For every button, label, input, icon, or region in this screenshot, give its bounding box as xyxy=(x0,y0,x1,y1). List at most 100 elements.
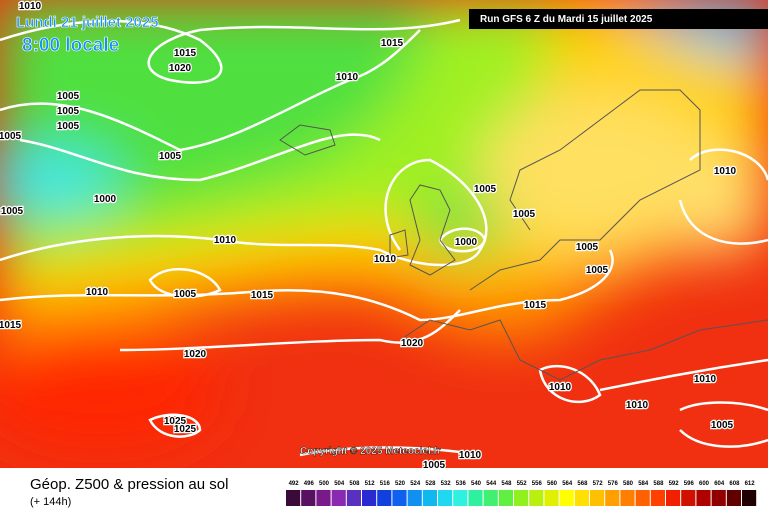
isobar-labels: 1010 1015 1020 1005 1005 1005 1005 1005 1000 1005… xyxy=(0,0,738,472)
isobar-label: 1025 xyxy=(174,424,197,435)
color-scale: 492 496 500 504 508 512 516 520 524 528 532 536 540 5… xyxy=(286,481,757,506)
scale-label: 564 xyxy=(562,481,573,487)
scale-label: 600 xyxy=(699,481,710,487)
scale-swatch xyxy=(377,490,392,506)
scale-label: 516 xyxy=(380,481,391,487)
scale-swatch xyxy=(620,490,635,506)
scale-label: 504 xyxy=(334,481,345,487)
scale-label: 548 xyxy=(501,481,512,487)
scale-swatch xyxy=(529,490,544,506)
isobar-label: 1015 xyxy=(174,48,197,59)
isobar-label: 1010 xyxy=(374,254,397,265)
scale-label: 524 xyxy=(410,481,421,487)
scale-swatch xyxy=(453,490,468,506)
scale-swatch xyxy=(559,490,574,506)
scale-label: 584 xyxy=(638,481,649,487)
isobar-label: 1005 xyxy=(711,420,734,431)
scale-label: 560 xyxy=(547,481,558,487)
scale-label: 572 xyxy=(593,481,604,487)
isobar-label: 1005 xyxy=(57,91,80,102)
isobar-label: 1000 xyxy=(455,237,478,248)
scale-swatch xyxy=(650,490,665,506)
scale-swatch xyxy=(331,490,346,506)
scale-swatch xyxy=(742,490,757,506)
scale-swatch xyxy=(635,490,650,506)
isobar-label: 1005 xyxy=(174,289,197,300)
isobar-label: 1005 xyxy=(57,106,80,117)
isobar-label: 1015 xyxy=(524,300,547,311)
scale-swatch xyxy=(301,490,316,506)
scale-label: 528 xyxy=(425,481,436,487)
isobar-label: 1020 xyxy=(184,349,207,360)
scale-label: 556 xyxy=(532,481,543,487)
scale-swatch xyxy=(590,490,605,506)
scale-label: 588 xyxy=(653,481,664,487)
isobar-label: 1015 xyxy=(251,290,274,301)
isobar-label: 1010 xyxy=(86,287,109,298)
isobar-label: 1010 xyxy=(19,1,42,12)
scale-swatch xyxy=(681,490,696,506)
isobar-label: 1000 xyxy=(94,194,117,205)
isobar-label: 1010 xyxy=(694,374,717,385)
date: Lundi 21 juillet 2025 xyxy=(16,14,159,31)
copyright: Copyright © 2025 Meteociel.fr xyxy=(300,446,441,457)
scale-swatch xyxy=(696,490,711,506)
scale-label: 604 xyxy=(714,481,725,487)
scale-label: 568 xyxy=(577,481,588,487)
isobar-label: 1015 xyxy=(381,38,404,49)
scale-swatch xyxy=(392,490,407,506)
isobar-label: 1005 xyxy=(0,131,22,142)
isobar-label: 1005 xyxy=(1,206,24,217)
scale-swatch xyxy=(726,490,741,506)
scale-label: 512 xyxy=(365,481,376,487)
footer-title: Géop. Z500 & pression au sol xyxy=(30,476,228,493)
scale-label: 612 xyxy=(745,481,756,487)
isobars xyxy=(0,18,768,457)
isobar-label: 1005 xyxy=(576,242,599,253)
scale-swatch xyxy=(286,490,301,506)
isobar-label: 1025 xyxy=(164,416,187,427)
scale-label: 500 xyxy=(319,481,330,487)
scale-swatch xyxy=(544,490,559,506)
scale-label: 580 xyxy=(623,481,634,487)
scale-swatch xyxy=(362,490,377,506)
scale-swatch xyxy=(711,490,726,506)
scale-swatch xyxy=(483,490,498,506)
scale-swatch xyxy=(574,490,589,506)
scale-label: 508 xyxy=(349,481,360,487)
scale-label: 496 xyxy=(304,481,315,487)
scale-swatch xyxy=(346,490,361,506)
scale-swatch xyxy=(316,490,331,506)
isobar-label: 1010 xyxy=(549,382,572,393)
isobar-label: 1020 xyxy=(169,63,192,74)
scale-label: 592 xyxy=(669,481,680,487)
isobar-label: 1015 xyxy=(0,320,22,331)
scale-label: 608 xyxy=(729,481,740,487)
scale-swatch xyxy=(514,490,529,506)
scale-label: 492 xyxy=(289,481,300,487)
scale-swatch xyxy=(407,490,422,506)
time: 8:00 locale xyxy=(22,35,119,56)
footer-subtitle: (+ 144h) xyxy=(30,496,71,508)
isobar-label: 1010 xyxy=(714,166,737,177)
scale-swatch xyxy=(422,490,437,506)
scale-label: 520 xyxy=(395,481,406,487)
scale-label: 552 xyxy=(517,481,528,487)
scale-swatch xyxy=(468,490,483,506)
isobar-label: 1010 xyxy=(336,72,359,83)
isobar-label: 1005 xyxy=(474,184,497,195)
run-info: Run GFS 6 Z du Mardi 15 juillet 2025 xyxy=(480,14,653,25)
scale-label: 536 xyxy=(456,481,467,487)
coastlines xyxy=(279,89,768,381)
scale-label: 544 xyxy=(486,481,497,487)
run-banner xyxy=(469,9,768,29)
scale-swatch xyxy=(438,490,453,506)
isobar-label: 1010 xyxy=(214,235,237,246)
scale-label: 576 xyxy=(608,481,619,487)
isobar-label: 1005 xyxy=(159,151,182,162)
isobar-label: 1020 xyxy=(401,338,424,349)
scale-swatch xyxy=(498,490,513,506)
isobar-label: 1005 xyxy=(57,121,80,132)
isobar-label: 1010 xyxy=(626,400,649,411)
